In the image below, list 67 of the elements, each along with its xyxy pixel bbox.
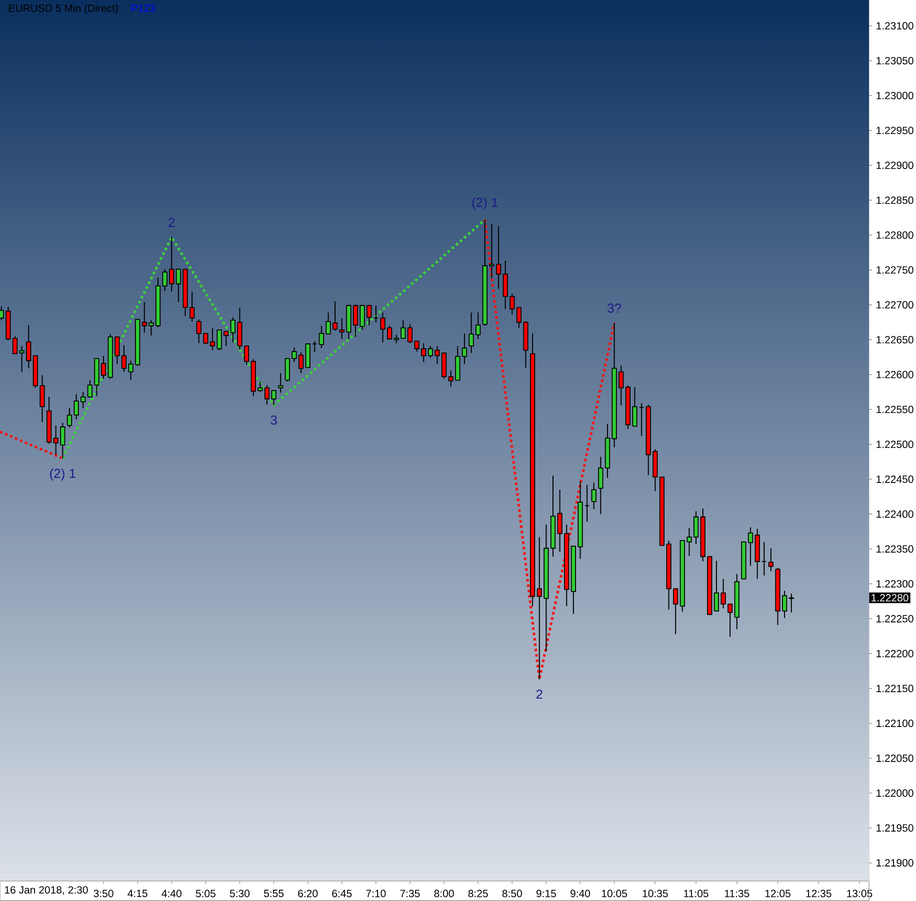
y-tick-label: 1.21900 xyxy=(876,859,914,867)
y-tick-label: 1.22350 xyxy=(876,545,914,553)
chart-title: EURUSD 5 Min (Direct) xyxy=(9,4,118,14)
x-tick-label: 8:00 xyxy=(434,890,454,898)
y-tick-label: 1.22750 xyxy=(876,266,914,274)
y-tick-label: 1.23100 xyxy=(876,22,914,30)
x-tick-label: 10:35 xyxy=(642,890,668,898)
y-tick-label: 1.22400 xyxy=(876,510,914,518)
y-tick-label: 1.22100 xyxy=(876,720,914,728)
y-tick-label: 1.22050 xyxy=(876,754,914,762)
y-tick-label: 1.22700 xyxy=(876,301,914,309)
y-tick-label: 1.22450 xyxy=(876,475,914,483)
x-tick-label: 5:05 xyxy=(196,890,216,898)
y-tick-label: 1.22300 xyxy=(876,580,914,588)
annotation: 3 xyxy=(270,415,277,425)
candlestick xyxy=(516,307,522,328)
text: 16 Jan 2018, 2:30 xyxy=(5,886,88,895)
x-tick-label: 4:40 xyxy=(162,890,182,898)
x-tick-label: 11:35 xyxy=(724,890,750,898)
candlestick xyxy=(278,372,284,394)
line-series xyxy=(61,218,486,460)
x-tick-label: 5:55 xyxy=(264,890,284,898)
y-tick-label: 1.23050 xyxy=(876,56,914,64)
candlestick xyxy=(462,332,468,365)
y-tick-label: 1.22250 xyxy=(876,615,914,622)
x-tick-label: 12:05 xyxy=(765,890,790,898)
y-tick-label: 1.22500 xyxy=(876,440,914,448)
text: 1.22280 xyxy=(872,594,908,602)
y-tick-label: 1.23000 xyxy=(876,92,914,100)
x-tick-label: 4:15 xyxy=(128,890,148,898)
x-tick-label: 3:50 xyxy=(94,890,114,898)
y-tick-label: 1.22850 xyxy=(876,196,914,204)
x-tick-label: 8:50 xyxy=(502,890,522,898)
y-tick-label: 1.21950 xyxy=(876,824,914,832)
y-tick-label: 1.22550 xyxy=(876,406,914,414)
candlestick xyxy=(421,342,426,363)
y-tick-label: 1.22000 xyxy=(876,789,914,797)
x-tick-label: 12:35 xyxy=(806,890,832,898)
y-tick-label: 1.22800 xyxy=(876,231,914,239)
x-tick-label: 11:05 xyxy=(684,890,708,898)
annotation: (2) 1 xyxy=(50,468,76,481)
candlestick xyxy=(591,482,596,510)
y-tick-label: 1.22600 xyxy=(876,370,914,378)
candlestick xyxy=(305,343,310,368)
y-tick-label: 1.22900 xyxy=(876,162,914,170)
x-tick-label: 10:05 xyxy=(602,890,627,898)
annotation: 3? xyxy=(608,304,622,313)
x-tick-label: 8:25 xyxy=(468,890,488,898)
x-tick-label: 9:40 xyxy=(570,890,590,898)
x-tick-label: 13:05 xyxy=(847,890,872,898)
y-tick-label: 1.22200 xyxy=(876,650,914,658)
x-tick-label: 7:35 xyxy=(400,890,420,898)
y-tick-label: 1.22150 xyxy=(876,684,914,692)
candlestick xyxy=(768,548,774,572)
x-tick-label: 5:30 xyxy=(230,890,250,898)
annotation: (2) 1 xyxy=(472,197,498,210)
x-tick-label: 7:10 xyxy=(366,890,386,898)
annotation: 2 xyxy=(168,218,175,227)
candlestick xyxy=(598,456,604,515)
annotation: 2 xyxy=(536,690,542,699)
candlestick xyxy=(788,593,794,613)
chart-subtitle: P123 xyxy=(132,4,155,12)
x-tick-label: 6:20 xyxy=(298,890,318,898)
x-tick-label: 6:45 xyxy=(332,890,352,898)
y-tick-label: 1.22950 xyxy=(876,126,914,134)
y-tick-label: 1.22650 xyxy=(876,336,914,344)
x-tick-label: 9:15 xyxy=(536,890,556,898)
